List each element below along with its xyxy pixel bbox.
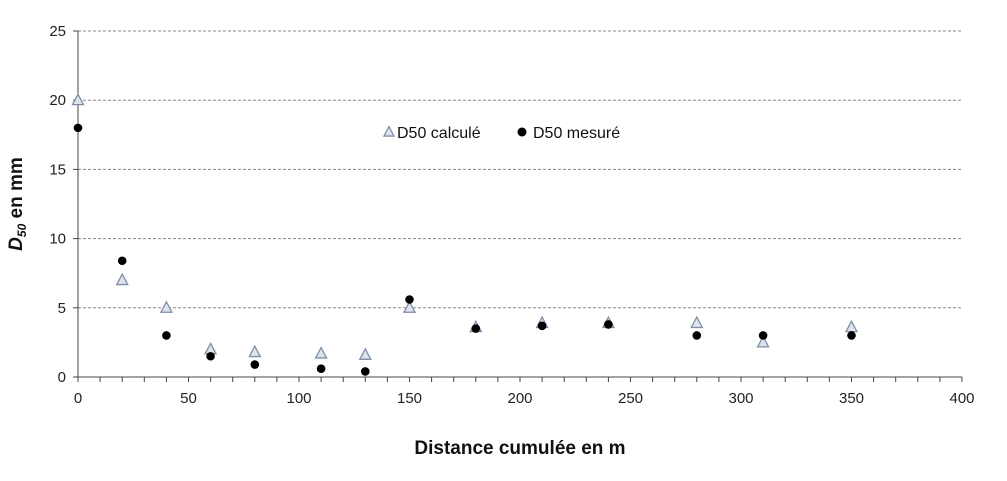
y-tick-label-15: 15 — [49, 161, 66, 178]
axes — [73, 30, 963, 382]
point-mesure-12 — [758, 331, 768, 340]
legend-label-mesure: D50 mesuré — [533, 125, 620, 142]
y-axis-title: D50 en mm — [6, 157, 29, 251]
point-mesure-11 — [692, 331, 702, 340]
point-mesure-0 — [73, 123, 83, 133]
y-tick-label-25: 25 — [49, 23, 66, 40]
point-mesure-6 — [361, 367, 370, 376]
x-tick-label-150: 150 — [397, 390, 422, 407]
point-mesure-3 — [206, 351, 215, 361]
x-tick-label-50: 50 — [180, 390, 197, 407]
gridlines — [78, 30, 962, 309]
point-mesure-5 — [316, 364, 326, 373]
x-tick-label-400: 400 — [949, 390, 974, 407]
point-calcule-2 — [159, 300, 173, 313]
point-mesure-8 — [471, 324, 481, 333]
point-calcule-12 — [756, 335, 770, 348]
y-tick-label-10: 10 — [49, 231, 66, 248]
y-tick-label-5: 5 — [58, 300, 66, 317]
x-tick-label-0: 0 — [74, 390, 82, 407]
point-mesure-10 — [604, 320, 613, 329]
point-mesure-7 — [405, 295, 414, 304]
y-tick-label-0: 0 — [58, 369, 66, 386]
x-tick-label-300: 300 — [728, 390, 753, 407]
x-tick-label-200: 200 — [507, 390, 532, 407]
data-points — [71, 92, 859, 376]
y-axis-title-main: D — [6, 237, 27, 251]
x-tick-labels: 0 50 100 150 200 250 300 350 400 — [74, 390, 975, 407]
point-calcule-11 — [690, 315, 704, 329]
y-tick-label-20: 20 — [49, 92, 66, 109]
x-tick-label-250: 250 — [618, 390, 643, 407]
point-mesure-2 — [162, 331, 171, 340]
point-calcule-6 — [358, 347, 372, 360]
x-axis-title: Distance cumulée en m — [414, 438, 625, 459]
legend: D50 calculé D50 mesuré — [382, 125, 620, 142]
legend-marker-calcule — [382, 125, 396, 137]
legend-marker-mesure — [517, 127, 527, 137]
point-calcule-7 — [402, 300, 417, 313]
legend-label-calcule: D50 calculé — [397, 125, 481, 142]
point-mesure-9 — [537, 321, 547, 331]
y-axis-title-rest: en mm — [6, 157, 27, 224]
point-calcule-4 — [248, 344, 262, 358]
point-mesure-13 — [847, 331, 856, 340]
point-calcule-0 — [71, 92, 85, 106]
point-calcule-13 — [844, 319, 859, 333]
x-tick-label-100: 100 — [286, 390, 311, 407]
y-axis-title-subscript: 50 — [15, 223, 29, 237]
point-mesure-1 — [117, 256, 127, 266]
x-tick-label-350: 350 — [839, 390, 864, 407]
point-calcule-5 — [314, 346, 328, 359]
point-mesure-4 — [250, 360, 260, 369]
y-tick-labels: 0 5 10 15 20 25 — [49, 23, 66, 386]
point-calcule-1 — [115, 272, 129, 286]
